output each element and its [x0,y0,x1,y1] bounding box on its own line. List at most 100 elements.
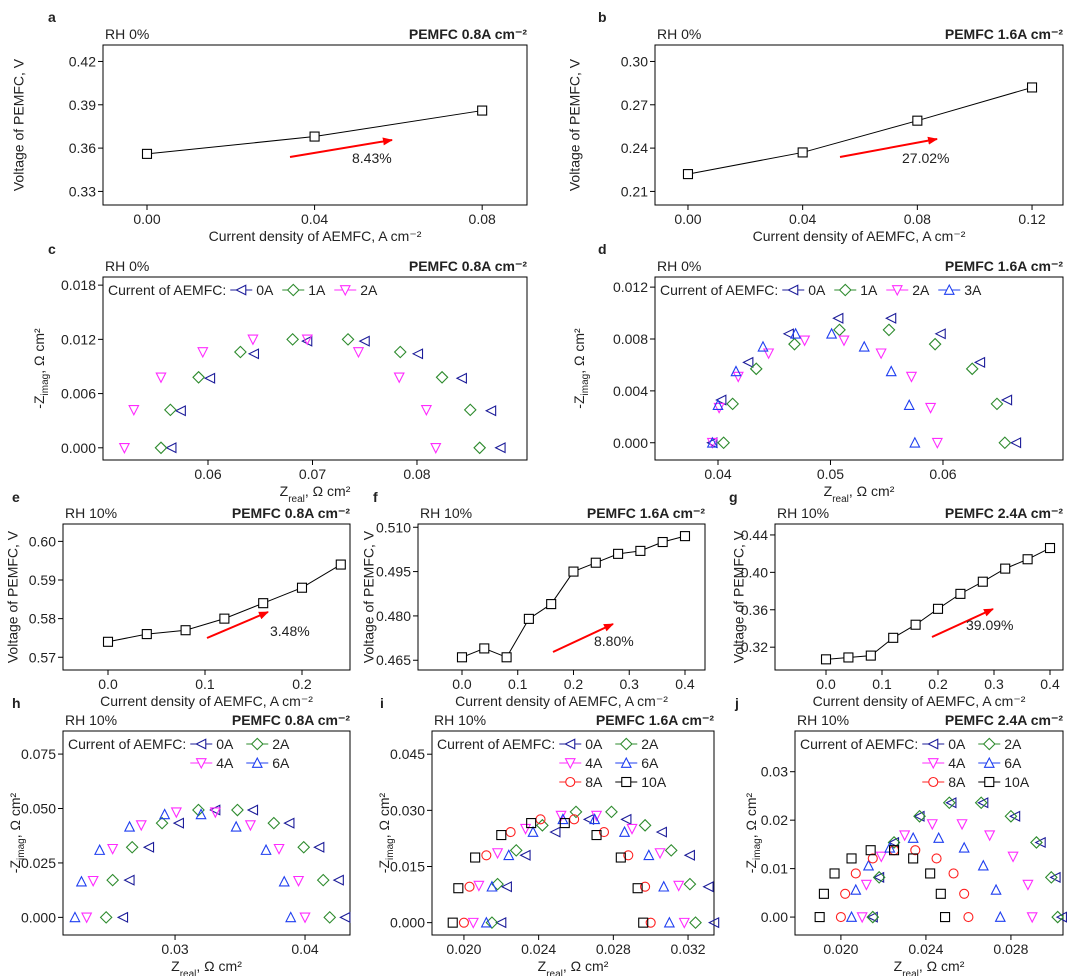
data-point [435,370,449,384]
data-point [155,372,167,384]
data-point [899,830,911,842]
y-tick-label: 0.01 [761,861,788,877]
data-point [142,841,155,853]
data-point [858,340,870,352]
data-point [301,334,313,346]
x-tick-label: 0.020 [823,941,858,957]
data-point [591,830,602,841]
annotation: 8.43% [352,150,392,166]
data-point [505,827,516,838]
label-rest: , Ω cm² [563,958,609,974]
data-point [286,332,300,346]
data-point [278,875,290,887]
data-point [865,845,876,856]
y-axis-label: Voltage of PEMFC, V [361,530,377,663]
data-point [247,348,260,360]
trend-arrow [552,623,614,653]
legend-label: 8A [585,774,603,790]
label-rest: , Ω cm² [7,792,23,838]
panel-letter: c [48,241,56,257]
label-rest: , Ω cm² [919,958,965,974]
data-point [154,441,168,455]
panel-title: RH 10% [420,505,472,521]
plot-frame [62,730,351,936]
data-point [788,337,801,351]
trend-arrow [931,608,994,638]
data-point [931,437,943,449]
data-point [1009,810,1021,822]
data-point [486,880,498,892]
data-point [244,820,257,832]
data-point [850,883,862,895]
data-point [835,912,846,923]
data-point [464,881,475,892]
data-point [358,335,370,347]
data-point [1026,82,1038,93]
y-tick-label: 0.21 [621,183,648,199]
data-point [1026,912,1038,924]
legend-symbol [838,283,852,297]
y-tick-label: 0.004 [613,383,648,399]
label-subscript: imag [580,374,591,396]
data-point [934,328,946,340]
data-point [141,148,153,159]
y-tick-label: 0.012 [61,331,96,347]
data-point [1009,437,1022,449]
data-point [170,807,182,819]
data-point [393,372,405,384]
data-point [332,874,344,886]
data-point [912,115,923,126]
legend-symbol [927,738,939,750]
data-point [106,873,120,887]
data-point [69,911,81,923]
data-point [219,613,230,624]
y-tick-label: 0.30 [621,53,648,69]
panel-title: RH 10% [65,505,117,521]
data-point [887,836,901,849]
data-point [664,844,678,857]
data-point [655,826,667,838]
x-tick-label: 0.032 [671,941,706,957]
data-line [825,547,1051,660]
data-point [974,796,988,810]
data-point [872,870,886,884]
x-tick-label: 0.03 [161,941,188,957]
data-point [420,405,433,416]
data-point [559,818,570,829]
panel-title: RH 10% [65,712,117,728]
y-tick-label: 0.02 [761,812,788,828]
data-point [640,881,651,892]
y-tick-label: 0.42 [69,53,96,69]
data-point [598,827,610,838]
data-point [638,917,649,928]
data-point [888,632,899,643]
data-point [702,881,714,893]
label-main: Z [824,483,833,499]
legend-symbol [251,756,263,768]
data-point [683,877,697,891]
data-point [959,888,970,899]
data-point [990,883,1002,895]
data-point [935,888,946,899]
plot-frame [654,276,1064,461]
data-point [569,805,583,819]
label-subscript: real [546,969,563,976]
data-point [838,335,850,347]
data-point [945,797,957,809]
label-main: -Z [376,860,392,874]
x-tick-label: 0.04 [301,211,328,227]
data-point [496,830,507,841]
x-tick-label: 0.00 [674,211,701,227]
y-axis-label: Voltage of PEMFC, V [731,530,747,663]
data-point [654,848,666,860]
x-axis-label: Zreal, Ω cm² [171,958,242,976]
label-subscript: real [902,969,919,976]
panel-subtitle: PEMFC 2.4A cm⁻² [945,712,1063,728]
data-point [128,405,140,416]
data-point [582,813,595,825]
data-point [1022,879,1034,891]
data-point [872,871,885,883]
data-point [174,405,186,417]
legend-label: 3A [964,282,982,298]
